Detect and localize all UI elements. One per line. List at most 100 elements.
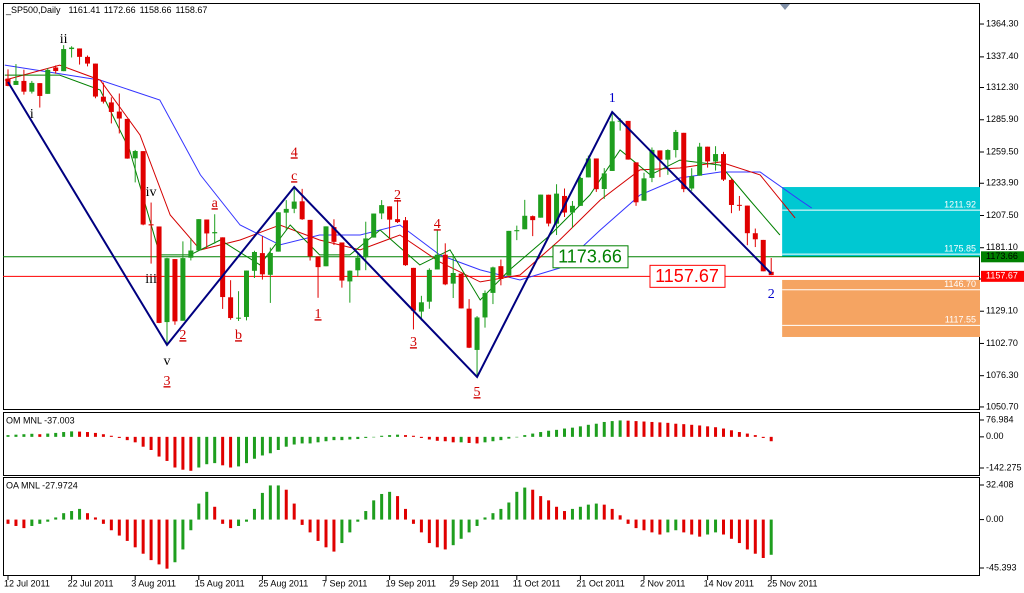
candle-body [609, 121, 615, 171]
histogram-bar [769, 436, 773, 442]
histogram-bar [221, 519, 225, 524]
histogram-bar [523, 435, 527, 437]
wave-label: 3 [410, 335, 417, 350]
candle-body [29, 82, 35, 92]
x-tick-label: 7 Sep 2011 [322, 578, 367, 588]
histogram-bar [46, 433, 50, 437]
histogram-bar [388, 491, 392, 520]
candle-body [363, 238, 369, 258]
candle-body [307, 219, 313, 257]
histogram-bar [459, 436, 463, 443]
histogram-bar [14, 519, 18, 526]
histogram-bar [205, 491, 209, 520]
histogram-bar [252, 436, 256, 459]
y-tick-label: -142.275 [986, 462, 1022, 472]
histogram-bar [467, 436, 471, 443]
wave-label: 2 [394, 188, 401, 203]
histogram-bar [38, 519, 42, 524]
wave-label: b [235, 328, 242, 343]
histogram-bar [737, 519, 741, 544]
candle-body [267, 252, 273, 275]
x-tick-label: 3 Aug 2011 [131, 578, 176, 588]
histogram-bar [706, 426, 710, 437]
histogram-bar [682, 424, 686, 437]
histogram-bar [300, 519, 304, 525]
moving-average [4, 64, 812, 281]
candle-body [450, 272, 456, 284]
histogram-bar [22, 519, 26, 529]
histogram-bar [634, 519, 638, 529]
price-tag-label: 1173.66 [986, 251, 1018, 261]
candle-body [188, 250, 194, 258]
moving-average [4, 74, 781, 301]
histogram-bar [443, 436, 447, 442]
histogram-bar [316, 436, 320, 443]
candle-body [164, 258, 170, 323]
histogram-bar [737, 432, 741, 437]
high-value: 1172.66 [104, 5, 136, 15]
histogram-bar [459, 519, 463, 539]
histogram-bar [578, 506, 582, 520]
histogram-bar [292, 436, 296, 445]
histogram-bar [761, 436, 765, 438]
candle-body [490, 267, 496, 293]
histogram-bar [427, 519, 431, 544]
histogram-bar [602, 504, 606, 520]
candle-body [45, 69, 51, 94]
candle-body [474, 317, 480, 350]
candle-body [482, 293, 488, 318]
wave-label: 1 [315, 307, 322, 322]
y-tick-label: 0.00 [986, 431, 1004, 441]
histogram-bar [570, 508, 574, 520]
candle-body [426, 269, 432, 302]
histogram-bar [507, 502, 511, 520]
histogram-bar [181, 436, 185, 470]
histogram-bar [547, 430, 551, 437]
histogram-bar [157, 436, 161, 457]
histogram-bar [658, 422, 662, 437]
y-tick-label: 1312.30 [986, 82, 1019, 92]
wave-label: 4 [291, 145, 298, 160]
histogram-bar [396, 434, 400, 437]
histogram-bar [451, 436, 455, 443]
histogram-bar [93, 517, 97, 520]
histogram-bar [531, 489, 535, 520]
y-tick-label: 1207.50 [986, 210, 1019, 220]
low-value: 1158.66 [140, 5, 172, 15]
histogram-bar [109, 519, 113, 531]
histogram-bar [101, 519, 105, 524]
histogram-bar [690, 519, 694, 535]
candle-body [387, 206, 393, 220]
candle-body [625, 120, 631, 160]
panel-title: OA MNL -27.9724 [6, 480, 78, 490]
histogram-bar [340, 519, 344, 544]
histogram-bar [411, 519, 415, 524]
histogram-bar [86, 513, 89, 520]
candle-body [752, 233, 758, 240]
candle-body [347, 270, 353, 282]
candle-body [259, 253, 265, 275]
candle-body [728, 179, 734, 205]
histogram-bar [722, 428, 725, 437]
y-tick-label: 1285.90 [986, 114, 1019, 124]
histogram-bar [618, 420, 622, 437]
x-tick-label: 29 Sep 2011 [449, 578, 499, 588]
histogram-bar [38, 434, 42, 437]
histogram-bar [117, 519, 121, 536]
candle-body [172, 259, 178, 322]
histogram-bar [626, 519, 630, 524]
wave-label: 2 [179, 328, 186, 343]
histogram-bar [666, 422, 670, 437]
histogram-bar [173, 436, 177, 468]
candle-body [299, 201, 305, 220]
oa-panel [3, 477, 980, 576]
histogram-bar [70, 511, 74, 520]
histogram-bar [435, 436, 439, 441]
price-tag-label: 1157.67 [986, 271, 1018, 281]
histogram-bar [332, 436, 336, 441]
candle-body [379, 205, 385, 214]
candle-body [713, 154, 719, 162]
histogram-bar [292, 503, 296, 520]
wave-label: i [30, 107, 34, 122]
